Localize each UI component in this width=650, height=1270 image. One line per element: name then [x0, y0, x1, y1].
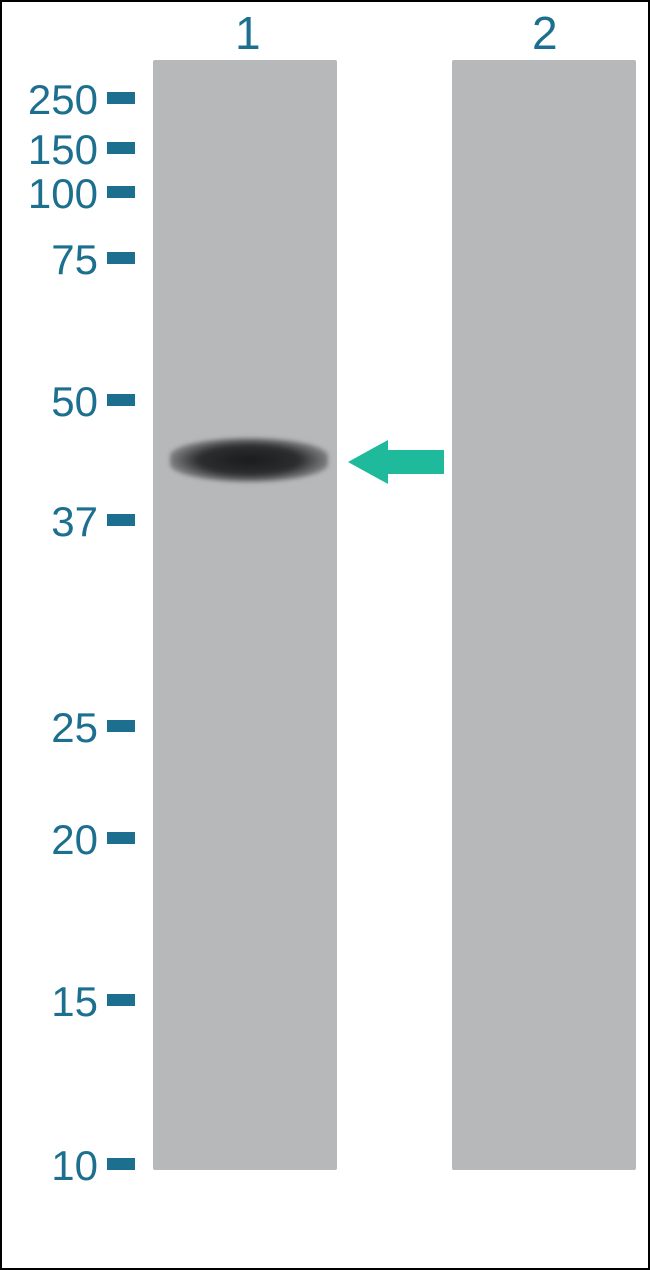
blot-canvas: 1 2 250 150 100 75 50 37 25 20 15 10	[0, 0, 650, 1270]
frame-border	[0, 0, 650, 1270]
